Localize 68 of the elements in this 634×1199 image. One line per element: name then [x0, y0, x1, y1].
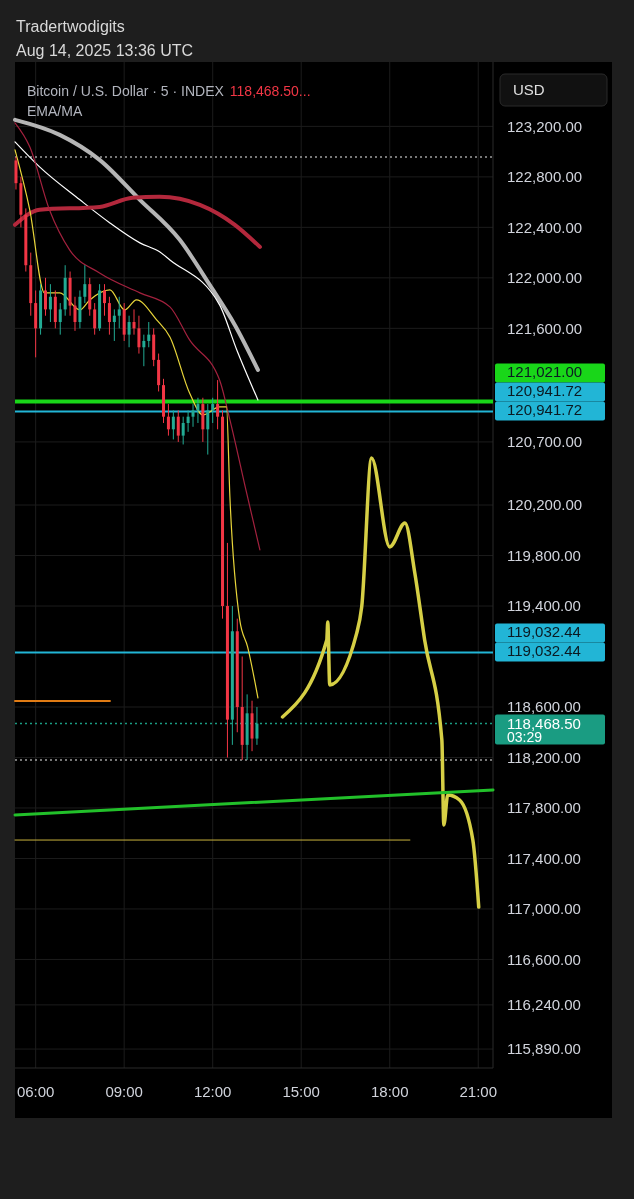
candlestick — [206, 403, 210, 456]
text: USD — [513, 81, 545, 98]
candlestick — [216, 379, 220, 430]
ref-line-label: 121,021.00 — [507, 363, 583, 381]
candlestick — [176, 409, 180, 443]
candlestick — [58, 302, 62, 336]
candlestick — [107, 296, 111, 336]
y-tick-label: 117,400.00 — [507, 849, 581, 867]
y-tick-label: 123,200.00 — [507, 117, 583, 135]
candlestick — [48, 283, 52, 323]
candlestick — [186, 409, 190, 433]
x-tick-label: 21:00 — [459, 1083, 498, 1100]
line-series — [14, 141, 259, 401]
candlestick — [196, 397, 200, 424]
y-tick-label: 122,800.00 — [507, 168, 583, 186]
candlestick — [181, 416, 185, 445]
ref-line-label: 120,941.72 — [507, 382, 583, 400]
x-tick-label: 18:00 — [370, 1083, 409, 1100]
y-tick-label: 122,400.00 — [507, 218, 583, 236]
y-tick-label: 120,700.00 — [507, 433, 583, 451]
text: 119,032.44 — [507, 642, 581, 660]
x-tick-label: 06:00 — [16, 1083, 55, 1100]
candlestick — [103, 283, 106, 317]
y-tick-label: 119,400.00 — [507, 597, 581, 615]
line-series — [13, 117, 260, 372]
candlestick — [73, 296, 77, 332]
text: 120,941.72 — [507, 401, 583, 419]
text: Bitcoin / U.S. Dollar · 5 · INDEX — [27, 83, 225, 99]
candlestick — [117, 296, 121, 329]
line-series — [14, 122, 261, 551]
candlestick — [93, 302, 97, 336]
y-tick-label: 116,240.00 — [507, 996, 581, 1014]
annotation: 118,468.50... — [229, 83, 311, 99]
line-series — [14, 149, 259, 699]
candlestick — [171, 409, 175, 440]
y-tick-label: 118,200.00 — [507, 748, 581, 766]
y-tick-label: 116,600.00 — [507, 950, 581, 968]
ref-line-label: 119,032.44 — [507, 623, 581, 641]
line-series — [280, 456, 481, 909]
candlestick — [166, 403, 170, 437]
y-tick-label: 115,890.00 — [507, 1040, 581, 1058]
candlestick — [43, 277, 47, 317]
candlestick — [211, 397, 215, 424]
text: Aug 14, 2025 13:36 UTC — [16, 42, 194, 59]
x-tick-label: 12:00 — [193, 1083, 232, 1100]
candlestick — [127, 315, 131, 348]
candlestick — [137, 315, 141, 355]
text: Tradertwodigits — [16, 18, 125, 35]
candlestick — [112, 308, 116, 342]
y-tick-label: 119,800.00 — [507, 546, 581, 564]
x-tick-label: 15:00 — [282, 1083, 320, 1100]
y-tick-label: 122,000.00 — [507, 269, 583, 287]
candlestick — [147, 321, 151, 348]
candlestick — [191, 403, 195, 428]
y-tick-label: 117,800.00 — [507, 799, 581, 817]
ref-line-label: 118,468.50 — [507, 714, 581, 732]
y-tick-label: 121,600.00 — [507, 319, 583, 337]
text: EMA/MA — [27, 103, 83, 119]
y-tick-label: 118,600.00 — [507, 698, 581, 716]
candlestick — [83, 264, 87, 304]
candlestick — [142, 334, 146, 367]
candlestick — [14, 156, 18, 190]
x-tick-label: 09:00 — [105, 1083, 143, 1100]
line-series — [13, 194, 262, 249]
candlestick — [255, 706, 259, 746]
y-tick-label: 120,200.00 — [507, 496, 583, 514]
candlestick — [132, 308, 136, 336]
y-tick-label: 117,000.00 — [507, 900, 581, 918]
